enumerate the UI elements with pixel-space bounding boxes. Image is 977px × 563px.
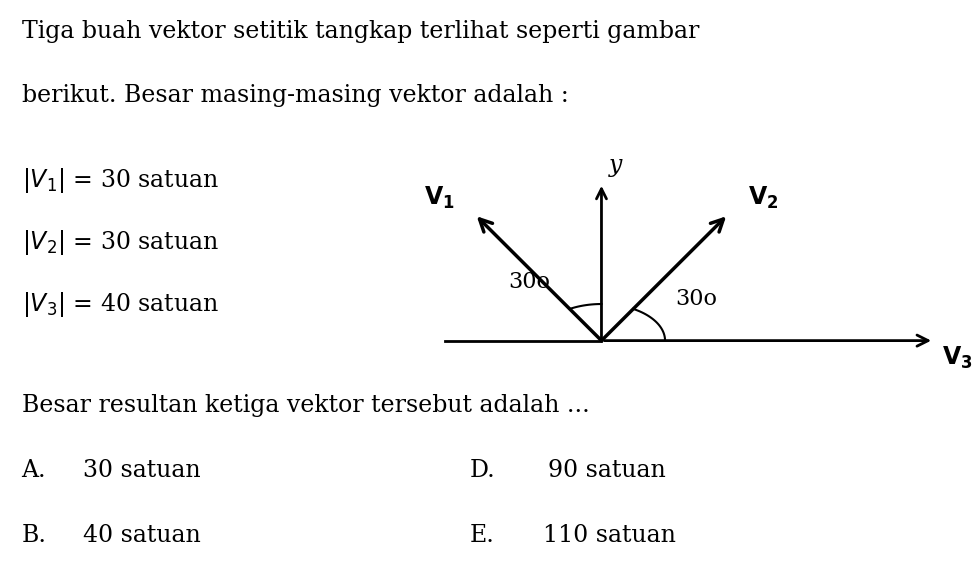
Text: $|V_3|$ = 40 satuan: $|V_3|$ = 40 satuan	[21, 290, 219, 319]
Text: $\mathbf{V_2}$: $\mathbf{V_2}$	[746, 185, 778, 211]
Text: $|V_2|$ = 30 satuan: $|V_2|$ = 30 satuan	[21, 228, 219, 257]
Text: B.: B.	[21, 524, 47, 547]
Text: 30o: 30o	[508, 271, 550, 293]
Text: Besar resultan ketiga vektor tersebut adalah ...: Besar resultan ketiga vektor tersebut ad…	[21, 394, 589, 417]
Text: berikut. Besar masing-masing vektor adalah :: berikut. Besar masing-masing vektor adal…	[21, 84, 568, 108]
Text: 110 satuan: 110 satuan	[542, 524, 675, 547]
Text: 90 satuan: 90 satuan	[547, 459, 664, 482]
Text: 40 satuan: 40 satuan	[83, 524, 200, 547]
Text: D.: D.	[469, 459, 494, 482]
Text: $\mathbf{V_1}$: $\mathbf{V_1}$	[424, 185, 455, 211]
Text: 30o: 30o	[674, 288, 716, 310]
Text: $\mathbf{V_3}$: $\mathbf{V_3}$	[941, 345, 971, 372]
Text: A.: A.	[21, 459, 46, 482]
Text: y: y	[609, 154, 622, 177]
Text: E.: E.	[469, 524, 493, 547]
Text: $|V_1|$ = 30 satuan: $|V_1|$ = 30 satuan	[21, 166, 219, 195]
Text: Tiga buah vektor setitik tangkap terlihat seperti gambar: Tiga buah vektor setitik tangkap terliha…	[21, 20, 699, 43]
Text: 30 satuan: 30 satuan	[83, 459, 200, 482]
